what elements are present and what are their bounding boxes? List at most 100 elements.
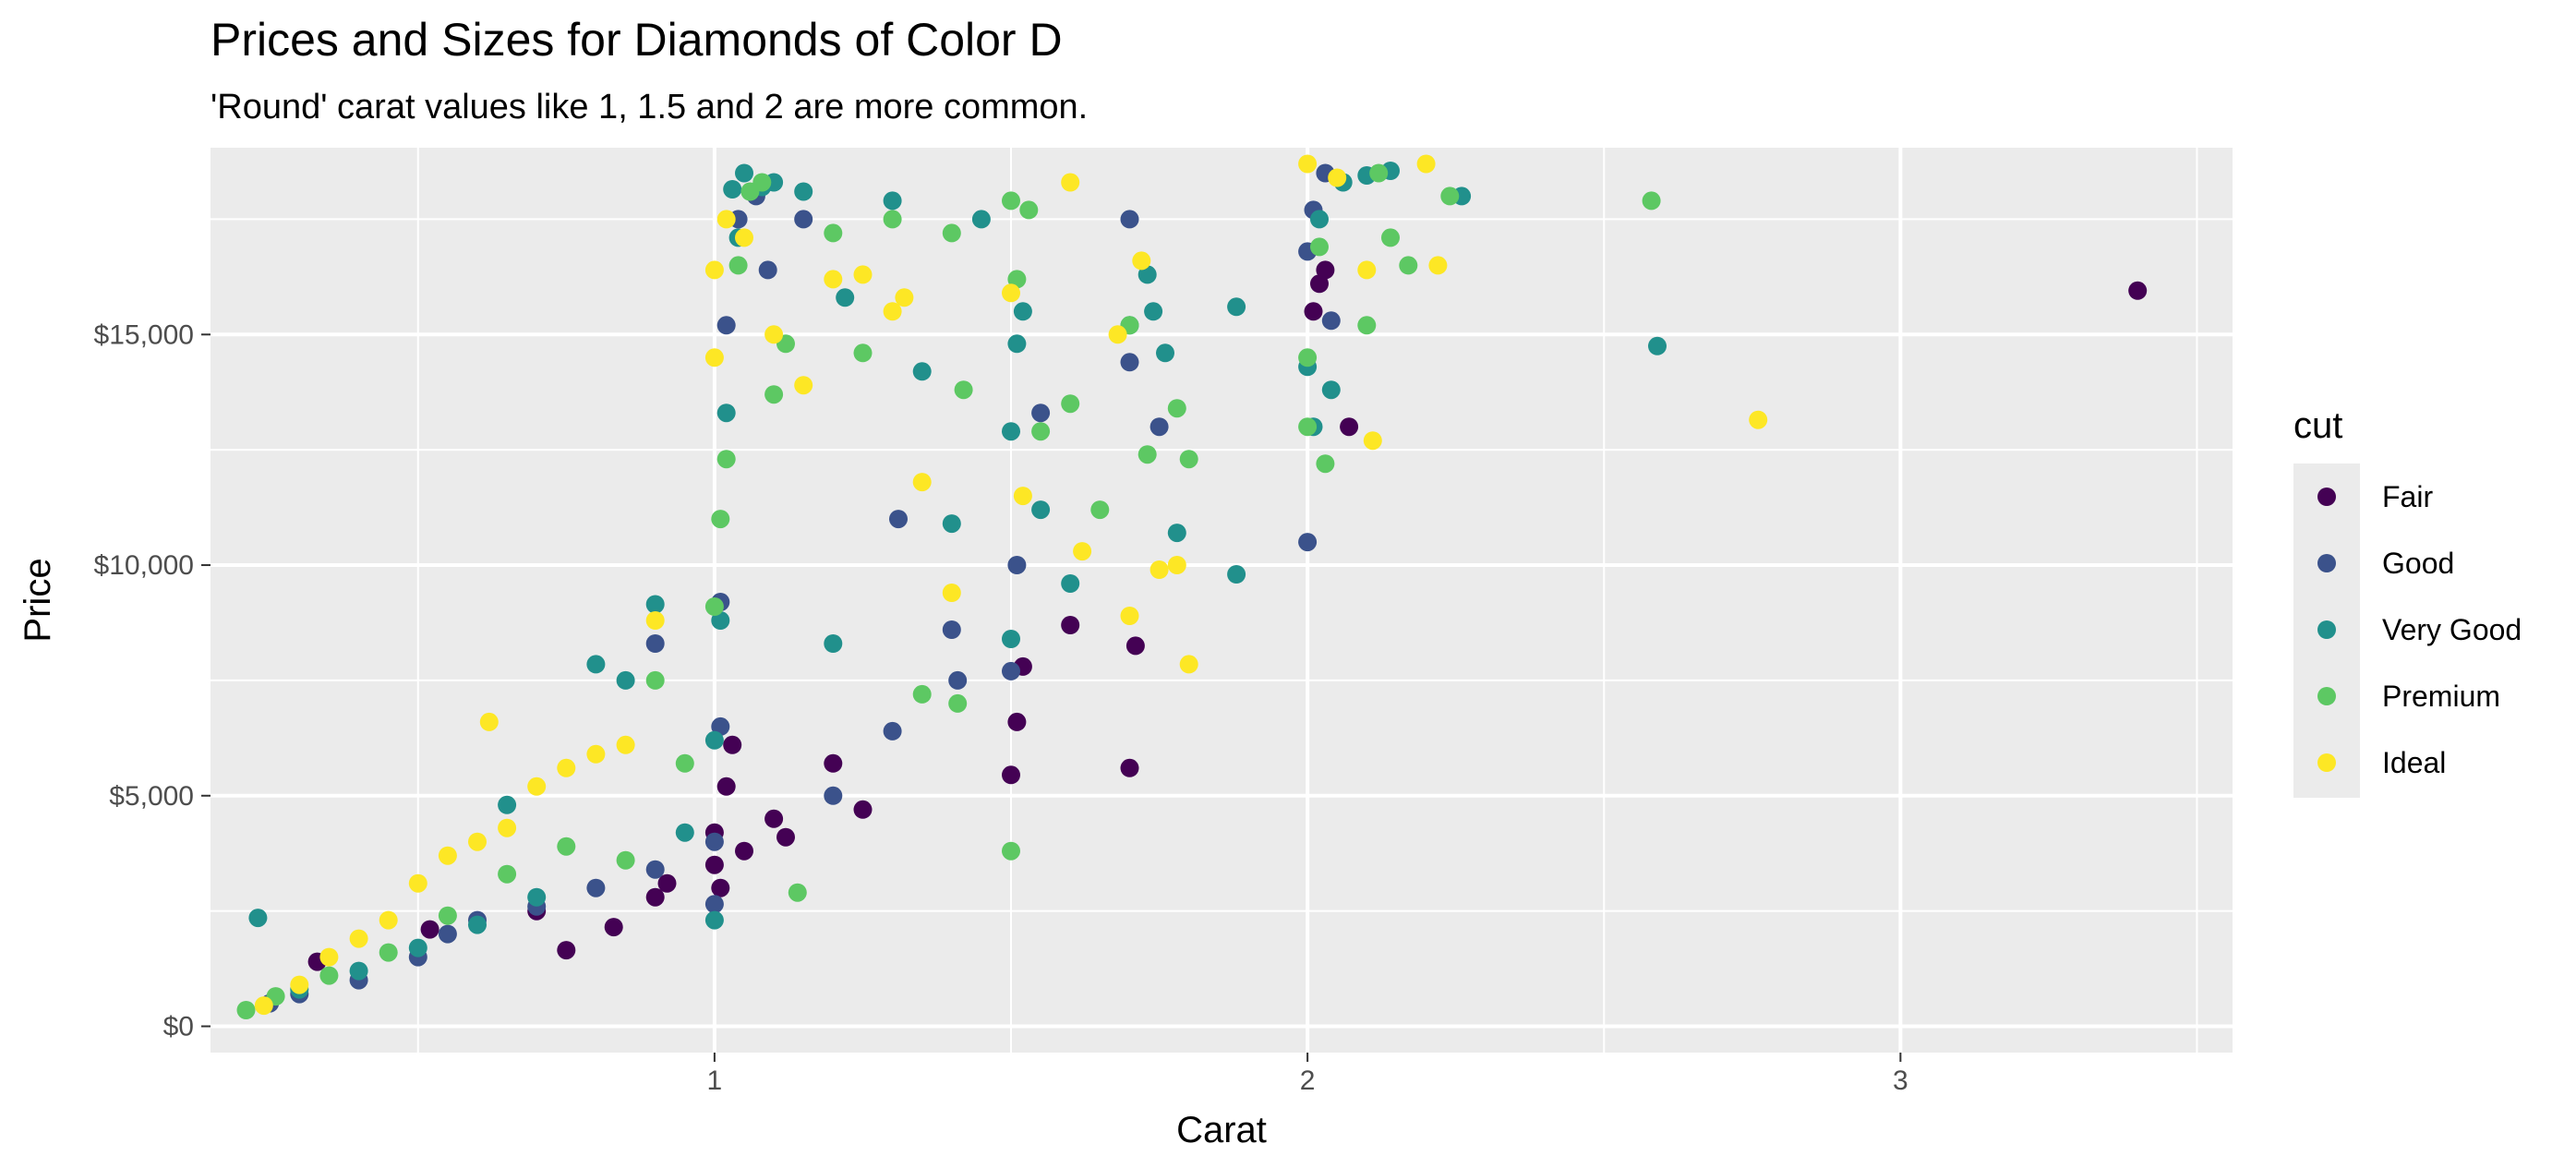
- data-point: [1316, 454, 1335, 474]
- data-point: [1167, 556, 1186, 574]
- data-point: [1298, 154, 1318, 174]
- data-point: [912, 684, 932, 704]
- data-point: [895, 288, 914, 307]
- legend-label: Very Good: [2382, 613, 2522, 646]
- data-point: [1749, 410, 1768, 429]
- data-point: [764, 385, 784, 404]
- data-point: [912, 362, 932, 381]
- x-axis: 1 2 3: [707, 1053, 1908, 1096]
- data-point: [1061, 616, 1080, 634]
- legend-key: [2317, 620, 2336, 639]
- data-point: [586, 655, 606, 674]
- data-point: [735, 841, 753, 861]
- data-point: [586, 878, 606, 897]
- data-point: [704, 260, 724, 280]
- data-point: [752, 173, 772, 192]
- data-point: [723, 180, 742, 199]
- data-point: [645, 670, 665, 690]
- data-point: [1108, 325, 1127, 344]
- data-point: [776, 827, 795, 847]
- data-point: [616, 670, 635, 690]
- data-point: [1138, 265, 1157, 284]
- data-point: [824, 753, 843, 773]
- data-point: [704, 855, 724, 874]
- data-point: [379, 943, 398, 962]
- data-point: [1150, 560, 1169, 579]
- data-point: [349, 929, 368, 948]
- data-point: [1416, 154, 1436, 174]
- x-tick-label: 2: [1300, 1066, 1316, 1096]
- data-point: [889, 510, 908, 529]
- chart-title: Prices and Sizes for Diamonds of Color D: [211, 14, 1063, 66]
- data-point: [479, 712, 499, 731]
- y-axis: $0 $5,000 $10,000 $15,000: [94, 319, 211, 1042]
- data-point: [557, 941, 576, 960]
- data-point: [1428, 256, 1448, 275]
- data-point: [604, 918, 623, 937]
- data-point: [711, 878, 730, 897]
- y-axis-title: Price: [18, 558, 58, 642]
- data-point: [836, 288, 855, 307]
- data-point: [883, 721, 902, 741]
- data-point: [1061, 574, 1080, 593]
- x-tick-label: 1: [707, 1066, 723, 1096]
- data-point: [468, 832, 487, 851]
- data-point: [1120, 758, 1139, 777]
- data-point: [1357, 260, 1377, 280]
- data-point: [527, 887, 547, 907]
- data-point: [716, 450, 736, 469]
- data-point: [438, 906, 457, 925]
- data-point: [1440, 187, 1460, 206]
- data-point: [498, 818, 517, 837]
- legend-key: [2317, 753, 2336, 772]
- data-point: [853, 800, 873, 819]
- data-point: [616, 735, 635, 754]
- data-point: [1167, 524, 1186, 543]
- data-point: [1073, 542, 1092, 561]
- data-point: [438, 846, 457, 865]
- data-point: [1227, 297, 1246, 317]
- data-point: [711, 510, 730, 529]
- data-point: [319, 966, 339, 985]
- data-point: [1061, 173, 1080, 192]
- data-point: [1363, 431, 1382, 451]
- data-point: [704, 895, 724, 914]
- legend-key: [2317, 554, 2336, 572]
- data-point: [319, 947, 339, 967]
- data-point: [1381, 228, 1400, 247]
- data-point: [942, 620, 961, 639]
- data-point: [1090, 500, 1110, 520]
- data-point: [1340, 417, 1359, 437]
- data-point: [290, 975, 309, 994]
- data-point: [379, 910, 398, 930]
- data-point: [1007, 334, 1027, 354]
- data-point: [1144, 302, 1163, 321]
- data-point: [645, 611, 665, 630]
- data-point: [853, 343, 873, 363]
- data-point: [1132, 251, 1151, 271]
- data-point: [675, 753, 694, 773]
- data-point: [883, 210, 902, 229]
- data-point: [942, 223, 961, 243]
- data-point: [1138, 445, 1157, 464]
- data-points: [236, 154, 2148, 1019]
- data-point: [1328, 168, 1347, 187]
- data-point: [1150, 417, 1169, 437]
- data-point: [704, 348, 724, 367]
- data-point: [794, 182, 813, 201]
- data-point: [557, 758, 576, 777]
- data-point: [788, 883, 807, 902]
- data-point: [735, 228, 753, 247]
- data-point: [1357, 316, 1377, 335]
- legend-title: cut: [2293, 405, 2342, 446]
- data-point: [1648, 336, 1667, 355]
- data-point: [1179, 450, 1198, 469]
- data-point: [794, 376, 813, 395]
- legend-key: [2317, 687, 2336, 705]
- legend-label: Premium: [2382, 680, 2500, 713]
- data-point: [704, 597, 724, 616]
- data-point: [557, 837, 576, 856]
- data-point: [1298, 348, 1318, 367]
- legend-key: [2317, 488, 2336, 506]
- data-point: [716, 316, 736, 335]
